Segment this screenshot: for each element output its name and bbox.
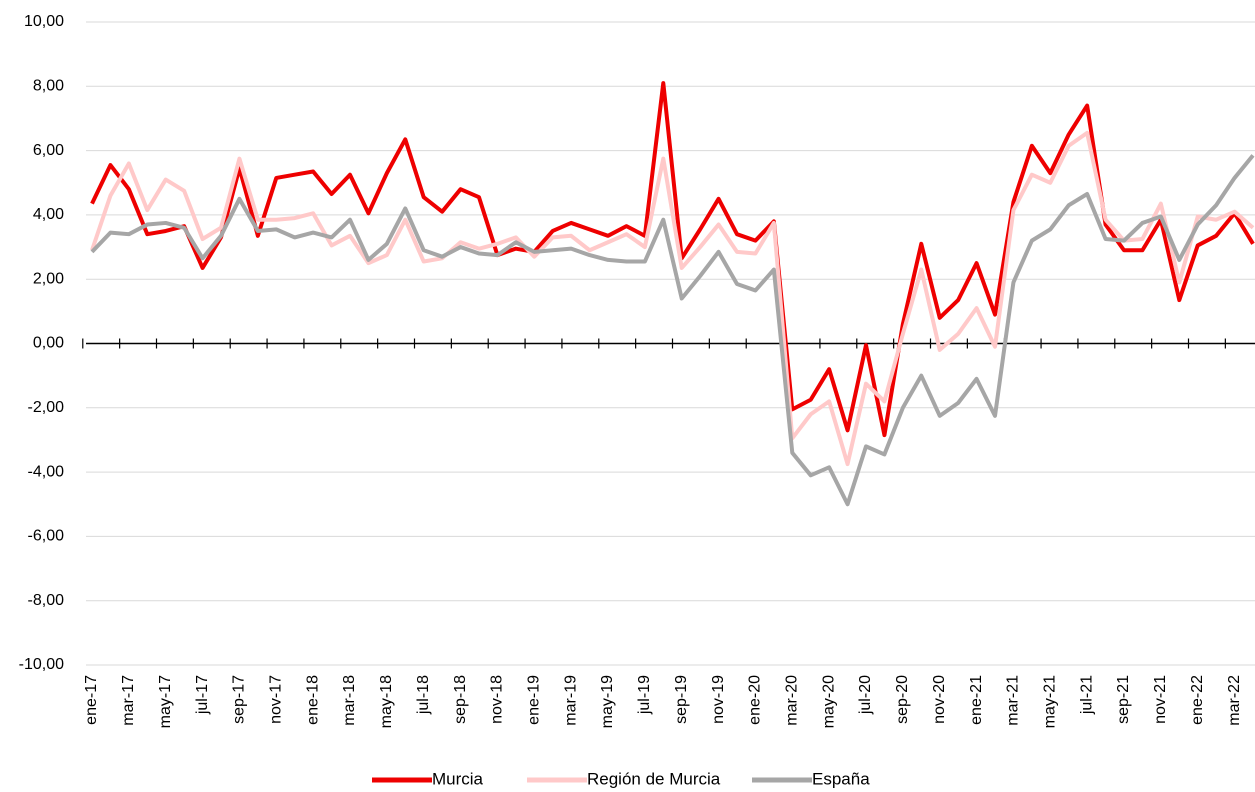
y-tick-label: 6,00 xyxy=(33,142,64,159)
x-tick-label: ene-21 xyxy=(968,675,985,725)
x-tick-label: jul-21 xyxy=(1078,675,1095,715)
x-tick-label: sep-21 xyxy=(1115,675,1132,724)
x-tick-label: nov-21 xyxy=(1152,675,1169,724)
x-tick-label: ene-22 xyxy=(1189,675,1206,725)
series-line xyxy=(90,81,1255,438)
x-tick-label: jul-18 xyxy=(415,675,432,715)
y-tick-label: 0,00 xyxy=(33,335,64,352)
y-tick-label: -2,00 xyxy=(28,399,65,416)
y-tick-label: 2,00 xyxy=(33,270,64,287)
x-tick-label: ene-18 xyxy=(304,675,321,725)
legend-label: Región de Murcia xyxy=(587,769,721,788)
x-tick-label: ene-20 xyxy=(747,675,764,725)
x-tick-label: sep-20 xyxy=(894,675,911,724)
x-tick-label: jul-17 xyxy=(194,675,211,715)
x-tick-label: may-20 xyxy=(820,675,837,728)
x-tick-label: mar-19 xyxy=(562,675,579,726)
x-tick-label: nov-20 xyxy=(931,675,948,724)
x-tick-label: sep-17 xyxy=(231,675,248,724)
x-tick-label: nov-18 xyxy=(489,675,506,724)
y-tick-label: 8,00 xyxy=(33,78,64,95)
x-tick-label: may-21 xyxy=(1042,675,1059,728)
x-tick-label: jul-19 xyxy=(636,675,653,715)
x-tick-label: jul-20 xyxy=(857,675,874,715)
y-tick-label: 10,00 xyxy=(24,13,64,30)
x-tick-label: mar-21 xyxy=(1005,675,1022,726)
series-line xyxy=(90,154,1255,507)
series-line xyxy=(90,130,1255,467)
y-tick-label: 4,00 xyxy=(33,206,64,223)
y-tick-label: -6,00 xyxy=(28,528,65,545)
y-tick-label: -10,00 xyxy=(19,656,64,673)
y-tick-label: -8,00 xyxy=(28,592,65,609)
x-tick-label: may-18 xyxy=(378,675,395,728)
x-tick-label: mar-17 xyxy=(120,675,137,726)
legend-label: España xyxy=(812,769,870,788)
x-tick-label: may-17 xyxy=(157,675,174,728)
legend-label: Murcia xyxy=(432,769,484,788)
x-tick-label: sep-19 xyxy=(673,675,690,724)
x-tick-label: nov-17 xyxy=(268,675,285,724)
x-tick-label: mar-22 xyxy=(1226,675,1243,726)
y-tick-label: -4,00 xyxy=(28,463,65,480)
x-tick-label: mar-18 xyxy=(341,675,358,726)
x-tick-label: mar-20 xyxy=(784,675,801,726)
x-tick-label: nov-19 xyxy=(710,675,727,724)
x-tick-label: sep-18 xyxy=(452,675,469,724)
x-tick-label: ene-17 xyxy=(83,675,100,725)
x-tick-label: ene-19 xyxy=(526,675,543,725)
x-tick-label: may-19 xyxy=(599,675,616,728)
